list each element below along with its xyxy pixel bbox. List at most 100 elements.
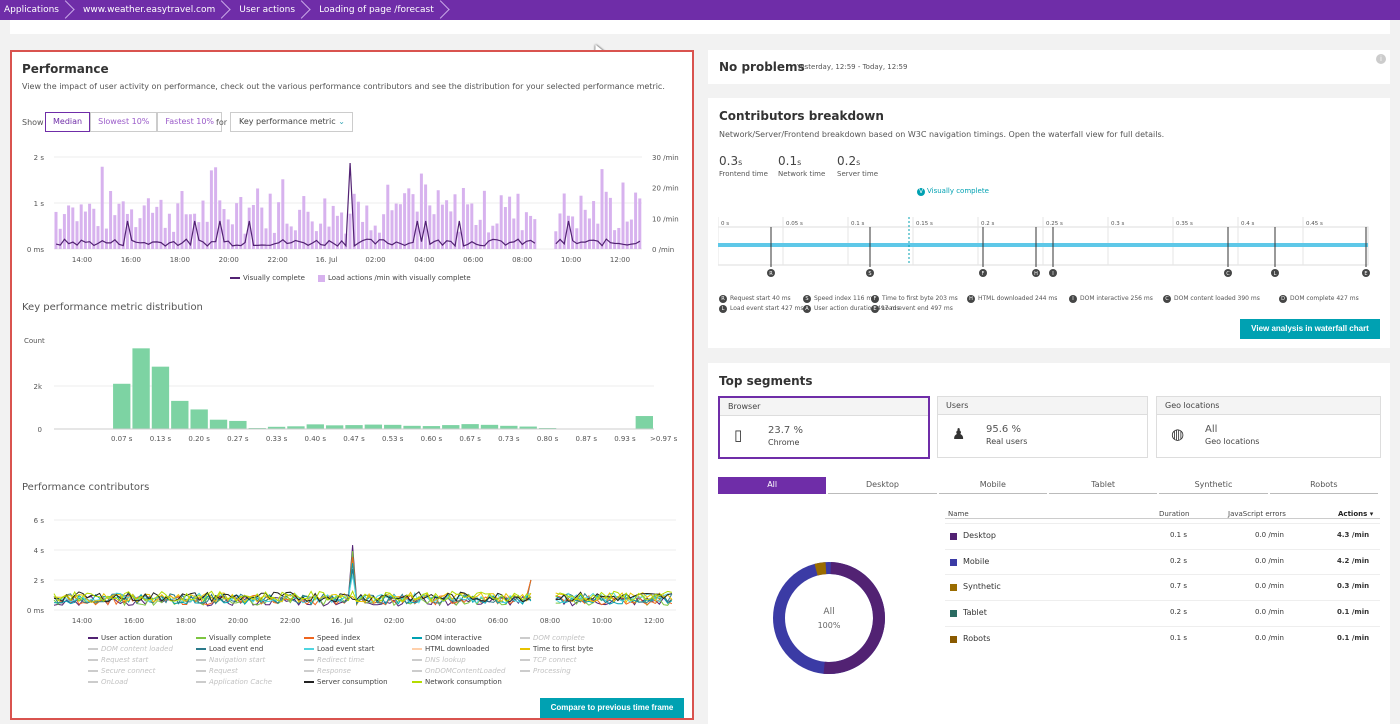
load-actions-bar: [398, 204, 402, 249]
segment-users-header: Users: [938, 397, 1147, 415]
contributor-legend-item[interactable]: Server consumption: [304, 678, 388, 686]
distribution-bar: [480, 424, 499, 429]
legend-swatch: [196, 637, 206, 639]
load-actions-bar: [386, 184, 390, 249]
timing-tick: 0 s: [721, 221, 729, 227]
load-actions-bar: [461, 187, 465, 249]
legend-label: DOM content loaded: [101, 645, 173, 653]
timing-legend-key: S: [803, 295, 811, 303]
contributor-legend-item[interactable]: Processing: [520, 667, 571, 675]
distribution-chart[interactable]: Count 2k 0 0.07 s 0.13 s 0.20 s 0.27 s 0.33 s 0.…: [12, 327, 692, 447]
y-tick-right: 10 /min: [652, 215, 679, 223]
tab-synthetic[interactable]: Synthetic: [1159, 477, 1268, 494]
load-actions-bar: [104, 228, 108, 249]
x-tick: 0.87 s: [576, 435, 598, 443]
table-row[interactable]: Desktop 0.1 s 0.0 /min 4.3 /min: [945, 523, 1380, 548]
mobile-icon: ▯: [734, 426, 743, 444]
tab-desktop[interactable]: Desktop: [828, 477, 937, 494]
contributor-legend-item[interactable]: HTML downloaded: [412, 645, 489, 653]
median-button[interactable]: Median: [45, 112, 91, 132]
contributor-legend-item[interactable]: Load event start: [304, 645, 374, 653]
segments-donut[interactable]: All 100%: [764, 553, 894, 683]
breadcrumb-user-actions[interactable]: User actions: [225, 0, 305, 20]
col-name[interactable]: Name: [948, 510, 969, 518]
tab-robots[interactable]: Robots: [1269, 477, 1378, 494]
performance-card: Performance View the impact of user acti…: [10, 50, 694, 720]
contributor-legend-item[interactable]: Speed index: [304, 634, 360, 642]
contributor-legend-item[interactable]: OnLoad: [88, 678, 128, 686]
load-actions-bar: [277, 202, 281, 249]
legend-label: DOM complete: [533, 634, 585, 642]
load-actions-bar: [419, 173, 423, 249]
segment-browser-card[interactable]: Browser ▯ 23.7 % Chrome: [718, 396, 930, 459]
compare-button[interactable]: Compare to previous time frame: [540, 698, 684, 718]
contributor-legend-item[interactable]: Time to first byte: [520, 645, 593, 653]
contributor-legend-item[interactable]: Response: [304, 667, 351, 675]
slowest-button[interactable]: Slowest 10%: [90, 112, 158, 132]
table-row[interactable]: Tablet 0.2 s 0.0 /min 0.1 /min: [945, 600, 1380, 625]
stat-label: Frontend time: [719, 170, 768, 178]
segment-browser-value: 23.7 %: [768, 425, 803, 436]
contributor-legend-item[interactable]: DOM complete: [520, 634, 585, 642]
chart1-legend-visually-complete[interactable]: Visually complete: [230, 274, 305, 282]
timing-tick: 0.35 s: [1176, 221, 1193, 227]
timing-legend-item: R Request start 40 ms: [719, 295, 791, 303]
breadcrumb-applications[interactable]: Applications: [0, 0, 69, 20]
table-row[interactable]: Robots 0.1 s 0.0 /min 0.1 /min: [945, 625, 1380, 651]
timing-legend-key: E: [871, 305, 879, 313]
contributor-legend-item[interactable]: TCP connect: [520, 656, 577, 664]
load-actions-bar: [445, 200, 449, 249]
contributor-legend-item[interactable]: DOM content loaded: [88, 645, 173, 653]
timing-legend-label: Time to first byte 203 ms: [882, 295, 958, 302]
distribution-bar: [209, 419, 228, 429]
contributor-legend-item[interactable]: OnDOMContentLoaded: [412, 667, 505, 675]
load-actions-bar: [377, 232, 381, 249]
legend-label: DOM interactive: [425, 634, 482, 642]
contributor-legend-item[interactable]: DOM interactive: [412, 634, 482, 642]
contributor-stat: 0.2s Server time: [837, 150, 878, 178]
contributor-legend-item[interactable]: Application Cache: [196, 678, 272, 686]
col-js-errors[interactable]: JavaScript errors: [1228, 510, 1286, 518]
timing-bar[interactable]: 0 s 0.05 s 0.1 s 0.15 s 0.2 s 0.25 s 0.3 s 0.35…: [718, 217, 1380, 299]
y-tick-left: 0 ms: [27, 246, 44, 254]
legend-label: User action duration: [101, 634, 173, 642]
load-actions-bar: [256, 188, 260, 249]
legend-label: OnLoad: [101, 678, 128, 686]
tab-mobile[interactable]: Mobile: [938, 477, 1047, 494]
load-actions-bar: [193, 213, 197, 249]
contributor-legend-item[interactable]: Visually complete: [196, 634, 271, 642]
timing-legend-label: User action duration 497 ms: [814, 305, 900, 312]
fastest-button[interactable]: Fastest 10%: [157, 112, 223, 132]
metric-dropdown[interactable]: Key performance metric ⌄: [230, 112, 353, 132]
contributor-legend-item[interactable]: Load event end: [196, 645, 263, 653]
contributor-legend-item[interactable]: DNS lookup: [412, 656, 466, 664]
x-tick: 18:00: [176, 617, 196, 625]
segment-geo-card[interactable]: Geo locations ◍ All Geo locations: [1156, 396, 1381, 458]
tab-tablet[interactable]: Tablet: [1048, 477, 1158, 494]
contributor-legend-item[interactable]: Request start: [88, 656, 148, 664]
table-row[interactable]: Synthetic 0.7 s 0.0 /min 0.3 /min: [945, 574, 1380, 599]
col-duration[interactable]: Duration: [1159, 510, 1190, 518]
table-row[interactable]: Mobile 0.2 s 0.0 /min 4.2 /min: [945, 548, 1380, 574]
col-actions[interactable]: Actions ▾: [1338, 510, 1374, 518]
contributors-description: Network/Server/Frontend breakdown based …: [719, 130, 1165, 139]
chart1-legend-load-actions[interactable]: Load actions /min with visually complete: [318, 274, 471, 282]
performance-chart[interactable]: 2 s 1 s 0 ms 30 /min 20 /min 10 /min 0 /min 14:…: [12, 147, 692, 287]
tab-all[interactable]: All: [718, 477, 827, 494]
contributor-legend-item[interactable]: Secure connect: [88, 667, 155, 675]
contributor-legend-item[interactable]: Redirect time: [304, 656, 364, 664]
segment-geo-label: Geo locations: [1205, 437, 1260, 446]
contributor-legend-item[interactable]: User action duration: [88, 634, 172, 642]
contributor-legend-item[interactable]: Network consumption: [412, 678, 502, 686]
row-name: Mobile: [963, 556, 990, 566]
distribution-bar: [461, 424, 479, 429]
contributor-legend-item[interactable]: Request: [196, 667, 238, 675]
contributors-chart[interactable]: 6 s 4 s 2 s 0 ms 14:00 16:00 18:00 20:00 22:00 16…: [12, 512, 692, 632]
info-icon[interactable]: i: [1376, 54, 1386, 64]
breadcrumb-app[interactable]: www.weather.easytravel.com: [69, 0, 225, 20]
waterfall-button[interactable]: View analysis in waterfall chart: [1240, 319, 1380, 339]
row-errors: 0.0 /min: [1255, 608, 1284, 617]
load-actions-bar: [604, 191, 608, 249]
segment-users-card[interactable]: Users ♟ 95.6 % Real users: [937, 396, 1148, 458]
contributor-legend-item[interactable]: Navigation start: [196, 656, 265, 664]
